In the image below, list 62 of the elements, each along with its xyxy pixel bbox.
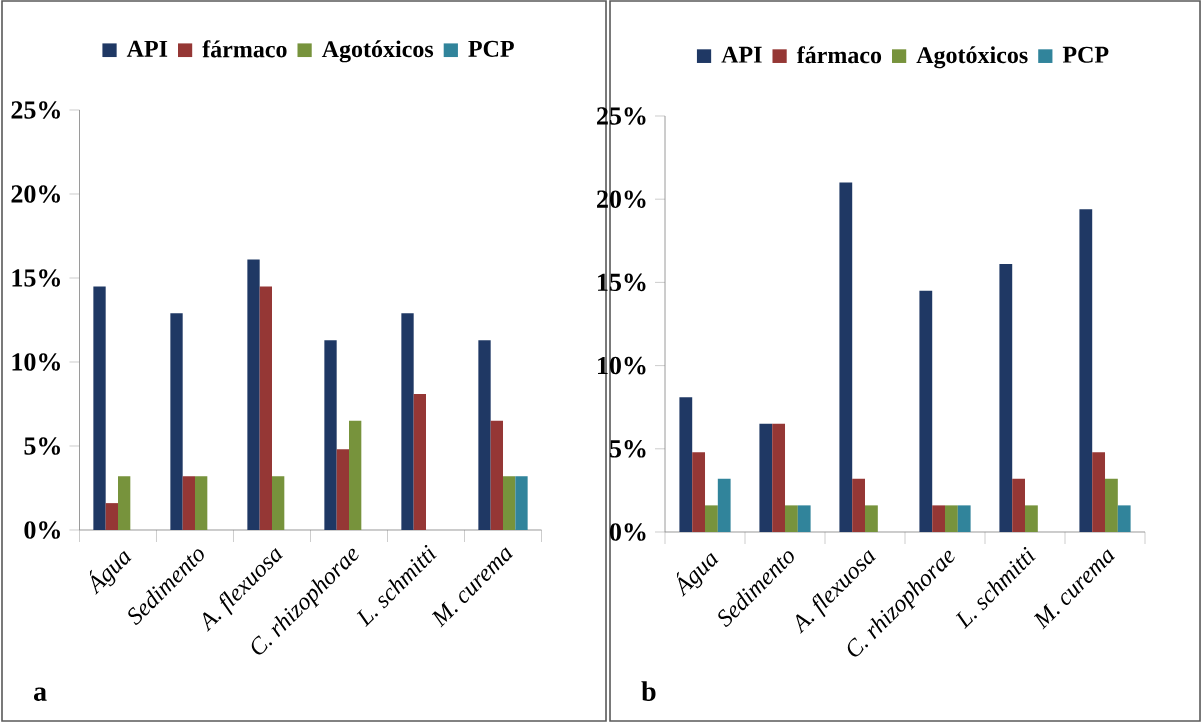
legend-label: fármaco: [202, 40, 287, 58]
bar: [515, 476, 528, 530]
bar: [324, 340, 337, 530]
bar: [1012, 478, 1026, 532]
legend-label: fármaco: [796, 46, 882, 64]
y-tick-label: 10%: [598, 356, 646, 375]
legend-label: PCP: [468, 40, 514, 57]
y-tick-label: 25%: [11, 101, 60, 119]
bar: [957, 505, 971, 532]
bar: [1079, 209, 1093, 532]
bar: [247, 259, 260, 530]
bar: [1105, 478, 1118, 532]
legend-label: Agotóxicos: [321, 40, 434, 63]
legend-label: Agotóxicos: [916, 46, 1028, 69]
bar: [797, 505, 811, 532]
y-tick-label: 20%: [11, 185, 60, 203]
bar: [105, 503, 118, 530]
bar: [945, 505, 958, 532]
bar: [679, 397, 693, 532]
bar: [118, 476, 131, 530]
legend-label: API: [126, 40, 168, 57]
bar: [336, 449, 349, 530]
bar: [1117, 505, 1131, 532]
bar: [259, 286, 272, 530]
bar: [413, 393, 426, 530]
bar: [865, 505, 878, 532]
bar: [272, 476, 285, 530]
y-tick-label: 15%: [12, 269, 60, 287]
bar: [772, 423, 786, 532]
bar: [93, 286, 106, 530]
legend-label: PCP: [1062, 46, 1109, 63]
y-tick-label: 20%: [597, 190, 646, 209]
bar: [349, 420, 362, 530]
y-tick-label: 5%: [24, 437, 60, 455]
bar: [1092, 452, 1106, 532]
y-tick-label: 0%: [24, 521, 60, 539]
bar: [919, 290, 933, 532]
text: a: [33, 687, 47, 701]
y-tick-label: 10%: [12, 353, 60, 371]
bar: [1025, 505, 1038, 532]
bar: [503, 476, 516, 530]
bar: [839, 182, 853, 532]
bar: [195, 476, 208, 530]
bar: [759, 423, 773, 532]
bar: [932, 505, 946, 532]
bar: [401, 313, 414, 530]
y-tick-label: 15%: [598, 273, 646, 292]
bar: [182, 476, 195, 530]
bar: [785, 505, 798, 532]
text: b: [641, 681, 656, 701]
bar: [692, 452, 706, 532]
bar: [852, 478, 866, 532]
bar: [478, 340, 491, 530]
y-tick-label: 5%: [609, 439, 646, 458]
bar: [490, 420, 504, 530]
legend-label: API: [721, 46, 762, 63]
bar: [999, 264, 1013, 532]
bar: [170, 313, 183, 530]
y-tick-label: 25%: [597, 107, 646, 125]
y-tick-label: 0%: [609, 523, 646, 541]
bar: [705, 505, 718, 532]
bar: [717, 478, 731, 532]
